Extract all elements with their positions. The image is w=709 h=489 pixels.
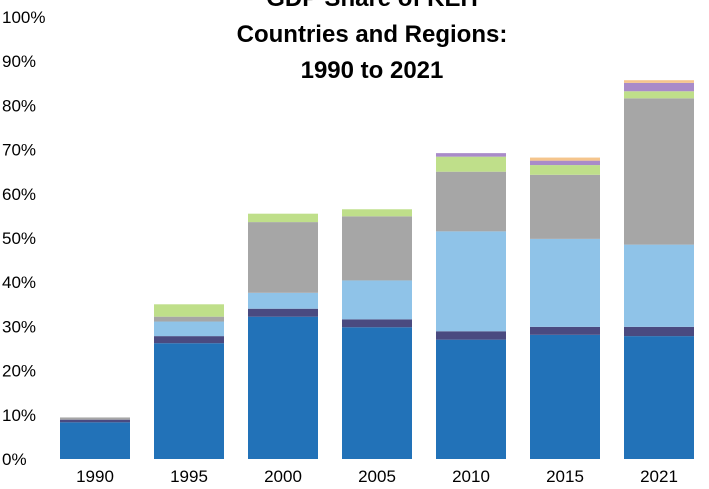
y-axis-ticks: 0% 10% 20% 30% 40% 50% 60% 70% 80% 90% 100%	[2, 8, 45, 469]
bar-segment-1995-1	[154, 336, 224, 344]
bar-segment-2015-1	[530, 326, 600, 335]
bar-segment-1990-1	[60, 419, 130, 423]
x-tick-label: 2005	[358, 467, 396, 486]
bar-segment-2010-1	[436, 331, 506, 340]
y-tick-label: 30%	[2, 317, 36, 336]
bar-segment-1995-0	[154, 343, 224, 459]
bar-segment-2005-1	[342, 319, 412, 328]
y-tick-label: 50%	[2, 229, 36, 248]
bar-segment-2005-0	[342, 327, 412, 459]
bar-segment-2000-0	[248, 316, 318, 459]
x-tick-label: 2015	[546, 467, 584, 486]
y-tick-label: 20%	[2, 362, 36, 381]
bar-segment-2005-3	[342, 216, 412, 281]
bar-segment-2000-2	[248, 292, 318, 309]
x-axis-ticks: 1990 1995 2000 2005 2010 2015 2021	[76, 467, 678, 486]
bar-segment-2000-3	[248, 222, 318, 293]
y-tick-label: 90%	[2, 52, 36, 71]
chart-title: GDP Share of KEH Countries and Regions: …	[237, 0, 508, 84]
bar-segment-2010-3	[436, 171, 506, 232]
bar-segment-2021-6	[624, 80, 694, 83]
bar-segment-2021-1	[624, 326, 694, 337]
bar-segment-2015-6	[530, 157, 600, 161]
bar-segment-1990-3	[60, 417, 130, 420]
bar-segment-2015-4	[530, 165, 600, 175]
bar-segment-2015-3	[530, 174, 600, 239]
bar-segment-1990-0	[60, 422, 130, 459]
bar-segment-2021-4	[624, 91, 694, 99]
x-tick-label: 2000	[264, 467, 302, 486]
x-tick-label: 1990	[76, 467, 114, 486]
x-tick-label: 2021	[640, 467, 678, 486]
y-tick-label: 0%	[2, 450, 27, 469]
chart-title-line-1: GDP Share of KEH	[266, 0, 478, 12]
bar-segment-2010-0	[436, 339, 506, 459]
chart-title-line-3: 1990 to 2021	[301, 57, 444, 84]
bar-segment-2005-4	[342, 209, 412, 217]
y-tick-label: 60%	[2, 185, 36, 204]
bar-segment-2015-0	[530, 334, 600, 459]
bar-segment-2021-0	[624, 336, 694, 459]
y-tick-label: 10%	[2, 406, 36, 425]
x-tick-label: 1995	[170, 467, 208, 486]
bar-segment-2021-5	[624, 82, 694, 92]
bar-segment-2010-5	[436, 153, 506, 157]
bar-segment-2021-2	[624, 244, 694, 327]
bars-group	[60, 80, 694, 459]
bar-segment-1995-2	[154, 321, 224, 337]
bar-segment-2010-4	[436, 156, 506, 172]
bar-segment-2021-3	[624, 98, 694, 245]
chart-title-line-2: Countries and Regions:	[237, 21, 508, 48]
bar-segment-2010-2	[436, 231, 506, 332]
x-tick-label: 2010	[452, 467, 490, 486]
bar-segment-2000-4	[248, 213, 318, 223]
bar-segment-1995-3	[154, 316, 224, 322]
y-tick-label: 40%	[2, 273, 36, 292]
bar-segment-1995-4	[154, 304, 224, 317]
bar-segment-2015-2	[530, 238, 600, 327]
bar-segment-2000-1	[248, 308, 318, 317]
y-tick-label: 80%	[2, 96, 36, 115]
y-tick-label: 70%	[2, 141, 36, 160]
y-tick-label: 100%	[2, 8, 45, 27]
bar-segment-2005-2	[342, 280, 412, 320]
bar-segment-2015-5	[530, 160, 600, 166]
